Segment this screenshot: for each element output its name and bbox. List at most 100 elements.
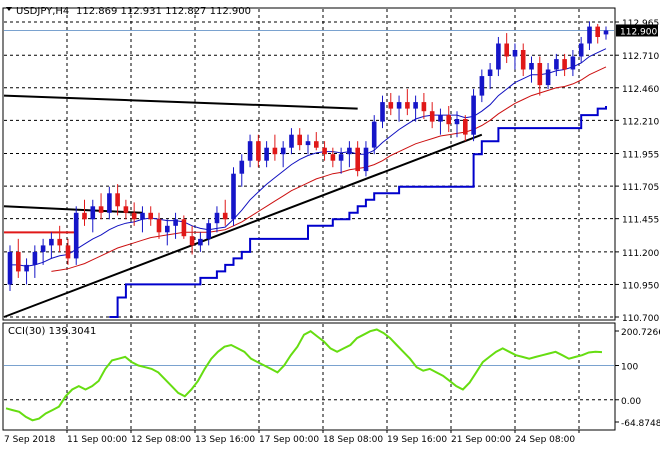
candle-body <box>256 141 261 161</box>
trendline <box>3 133 483 318</box>
candle-body <box>496 43 501 70</box>
cci-axis: 200.7266 100 0.00 -64.8748 <box>615 328 660 429</box>
candle-body <box>537 63 543 86</box>
candle-body <box>314 141 319 148</box>
candle-body <box>347 147 352 155</box>
candle-body <box>438 115 443 122</box>
time-tick-label: 21 Sep 00:00 <box>451 435 511 445</box>
candle-body <box>247 141 253 161</box>
candle-body <box>16 251 21 272</box>
time-tick-label: 11 Sep 00:00 <box>67 435 127 445</box>
candle-body <box>264 147 269 161</box>
price-panel[interactable]: 112.965 112.710 112.460 112.210 111.955 111.7… <box>2 7 659 324</box>
candle-body <box>562 59 567 70</box>
candle-body <box>107 193 112 213</box>
candle-body <box>487 69 493 76</box>
candle-body <box>280 147 286 155</box>
candle-body <box>554 59 559 70</box>
candle-body <box>98 206 104 213</box>
ma-fast-series <box>10 48 607 267</box>
time-tick-label: 12 Sep 08:00 <box>131 435 191 445</box>
candle-body <box>322 147 327 155</box>
price-tick-label: 112.460 <box>622 85 659 95</box>
trail-stop-series <box>109 106 607 318</box>
candle-body <box>578 43 584 57</box>
cci-series <box>5 328 603 422</box>
price-tick-label: 111.955 <box>622 151 659 161</box>
candle-body <box>189 236 195 246</box>
cci-line <box>5 328 603 422</box>
candle-body <box>446 115 451 125</box>
cci-tick-label: 100 <box>621 363 638 373</box>
ma-slow-line <box>51 66 607 272</box>
candle-body <box>471 95 476 135</box>
candle-body <box>272 147 278 155</box>
candle-body <box>148 212 153 220</box>
candle-body <box>463 119 468 135</box>
price-tick-label: 111.455 <box>622 216 659 226</box>
candle-body <box>214 212 220 224</box>
trendlines <box>3 94 483 318</box>
candle-body <box>545 69 551 86</box>
candle-body <box>595 26 600 37</box>
candle-body <box>405 102 410 109</box>
candle-body <box>454 119 460 125</box>
candle-body <box>504 43 509 57</box>
candle-body <box>24 264 29 272</box>
candle-body <box>570 56 576 70</box>
time-tick-label: 24 Sep 08:00 <box>515 435 575 445</box>
trail-stop-line <box>109 106 607 318</box>
price-grid <box>4 9 614 319</box>
candle-body <box>173 219 178 226</box>
candle-body <box>131 212 137 220</box>
candle-body <box>123 206 129 213</box>
candle-body <box>529 63 534 70</box>
candle-body <box>206 223 211 239</box>
candle-body <box>396 102 402 109</box>
candle-body <box>32 251 38 265</box>
candle-body <box>82 212 87 220</box>
candle-body <box>231 173 236 220</box>
price-tick-label: 112.710 <box>622 52 659 62</box>
candle-body <box>388 102 394 109</box>
symbol-label: USDJPY,H4 <box>16 6 69 17</box>
cci-panel-frame <box>2 322 616 431</box>
price-panel-frame <box>2 7 616 321</box>
candle-body <box>338 154 344 161</box>
trendline <box>3 94 358 110</box>
chart-header: USDJPY,H4 112.869 112.931 112.827 112.90… <box>6 6 251 17</box>
candle-body <box>156 219 162 233</box>
dropdown-arrow-icon[interactable] <box>6 7 12 11</box>
time-tick-label: 17 Sep 00:00 <box>259 435 319 445</box>
candle-body <box>239 160 245 174</box>
current-price-label: 112.900 <box>620 27 657 37</box>
price-tick-label: 110.950 <box>622 281 659 291</box>
candle-body <box>49 238 54 246</box>
ma-fast-line <box>10 48 607 267</box>
time-axis: 7 Sep 2018 11 Sep 00:00 12 Sep 08:00 13 Sep… <box>4 430 580 445</box>
candle-body <box>603 30 609 35</box>
cci-tick-label: -64.8748 <box>621 419 660 429</box>
candle-body <box>421 102 427 112</box>
candle-body <box>289 134 294 148</box>
cci-grid <box>4 324 614 429</box>
cci-panel[interactable]: 200.7266 100 0.00 -64.8748 CCI(30) 139.3041 <box>2 322 660 431</box>
candle-body <box>165 225 170 233</box>
candle-body <box>413 102 418 109</box>
candle-body <box>140 212 145 220</box>
candle-body <box>479 76 485 96</box>
ma-slow-series <box>51 66 607 272</box>
cci-tick-label: 0.00 <box>621 397 641 407</box>
time-tick-label: 18 Sep 08:00 <box>323 435 383 445</box>
current-price-box <box>616 24 658 37</box>
candle-body <box>520 50 526 70</box>
candle-body <box>587 26 592 44</box>
candle-body <box>7 251 13 285</box>
candle-body <box>90 206 96 220</box>
candle-body <box>305 141 311 146</box>
time-tick-label: 13 Sep 16:00 <box>195 435 255 445</box>
candle-body <box>181 219 187 237</box>
ohlc-values: 112.869 112.931 112.827 112.900 <box>76 6 251 17</box>
price-axis: 112.965 112.710 112.460 112.210 111.955 111.7… <box>615 19 659 324</box>
